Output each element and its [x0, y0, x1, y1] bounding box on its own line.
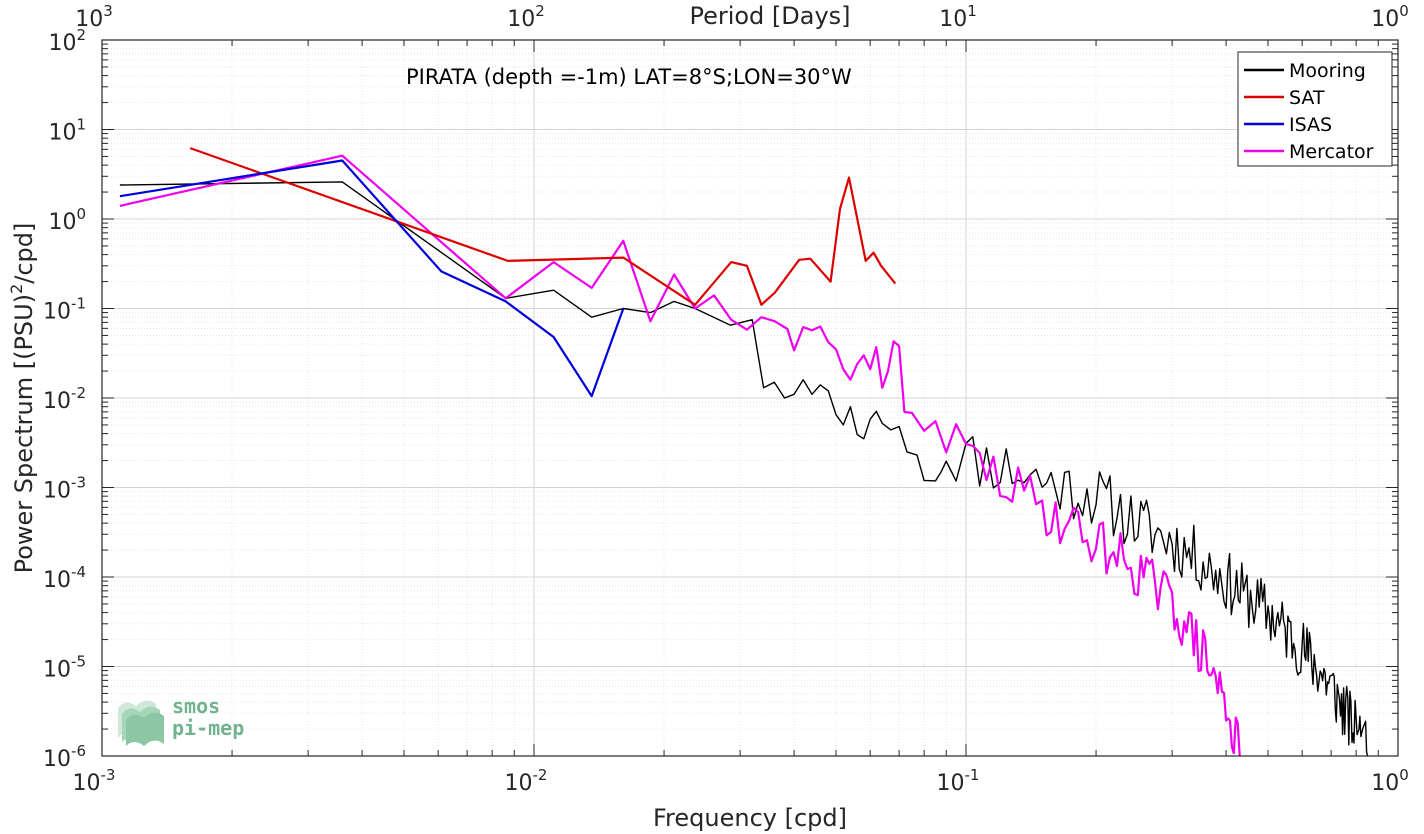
top-axis-label: Period [Days]: [689, 2, 850, 30]
y-tick-label: 10-1: [43, 295, 86, 325]
legend-label-mooring: Mooring: [1289, 60, 1366, 82]
series-line-sat: [189, 147, 897, 306]
top-tick-label: 101: [939, 2, 977, 32]
top-tick-label: 103: [75, 2, 113, 32]
y-tick-label: 10-2: [43, 384, 86, 414]
y-tick-label: 10-3: [43, 474, 86, 504]
y-tick-label: 10-6: [43, 742, 86, 772]
x-tick-label: 10-2: [505, 766, 548, 796]
top-tick-label: 100: [1371, 2, 1409, 32]
y-tick-label: 10-4: [43, 563, 86, 593]
series-line-mercator: [119, 154, 1241, 757]
logo-text-smos: smos: [172, 694, 221, 718]
legend-label-mercator: Mercator: [1289, 141, 1374, 163]
legend-label-sat: SAT: [1289, 87, 1325, 109]
series-line-isas: [119, 159, 625, 398]
y-tick-label: 10-5: [43, 653, 86, 683]
grid-lines: [102, 40, 1398, 756]
y-axis-label: Power Spectrum [(PSU)2/cpd]: [7, 223, 38, 574]
x-axis-label: Frequency [cpd]: [653, 804, 847, 832]
x-tick-label: 10-1: [937, 766, 980, 796]
x-tick-label: 10-3: [73, 766, 116, 796]
x-tick-label: 100: [1371, 766, 1409, 796]
logo-waves-icon: [118, 700, 164, 746]
y-tick-label: 102: [48, 26, 86, 56]
tick-labels: 10-3 10-2 10-1 100 10-6 10-5 10-4 10-3 10-2 10-1 1…: [43, 2, 1409, 796]
chart-title: PIRATA (depth =-1m) LAT=8°S;LON=30°W: [406, 65, 852, 89]
y-tick-label: 100: [48, 205, 86, 235]
series-line-mooring: [119, 181, 1369, 757]
axis-minor-ticks: [101, 40, 1398, 757]
smos-pimep-logo: smos pi-mep: [116, 690, 266, 750]
legend: Mooring SAT ISAS Mercator: [1237, 51, 1393, 167]
y-tick-label: 101: [48, 116, 86, 146]
logo-text-pimep: pi-mep: [172, 716, 245, 740]
top-tick-label: 102: [507, 2, 545, 32]
legend-label-isas: ISAS: [1289, 114, 1332, 136]
series-lines: [119, 147, 1369, 757]
